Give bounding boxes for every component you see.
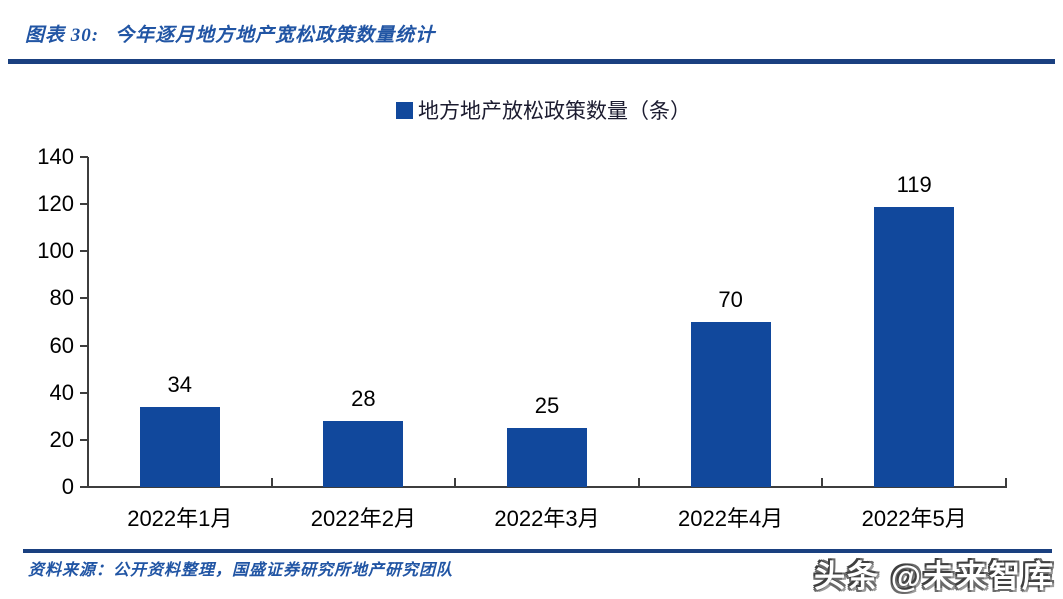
y-tick-mark (80, 391, 88, 394)
bar (139, 406, 220, 487)
y-tick-label: 60 (49, 332, 74, 358)
bar (323, 421, 404, 487)
x-tick-mark (821, 478, 824, 486)
x-tick-mark (637, 478, 640, 486)
bottom-divider-rule (23, 549, 1052, 553)
bar-value-label: 34 (167, 371, 193, 397)
y-tick-mark (80, 438, 88, 441)
x-axis-label: 2022年4月 (678, 506, 784, 531)
bar (874, 206, 955, 487)
source-note: 资料来源：公开资料整理，国盛证券研究所地产研究团队 (28, 562, 454, 579)
x-tick-mark (87, 478, 89, 486)
top-divider-rule (8, 59, 1055, 64)
bar-value-label: 70 (718, 287, 743, 312)
y-tick-mark (80, 156, 88, 158)
x-axis-label: 2022年1月 (127, 506, 233, 531)
bar-value-label: 119 (896, 171, 932, 197)
x-axis-label: 2022年3月 (494, 506, 600, 531)
legend-color-swatch (396, 101, 413, 119)
x-tick-mark (454, 478, 457, 486)
x-axis-label: 2022年5月 (861, 506, 967, 531)
bar-value-label: 25 (534, 393, 560, 419)
x-axis-label: 2022年2月 (310, 506, 416, 531)
figure-title: 今年逐月地方地产宽松政策数量统计 (115, 25, 436, 46)
y-tick-label: 80 (49, 285, 74, 311)
figure-title-row: 图表 30: 今年逐月地方地产宽松政策数量统计 (25, 20, 435, 47)
y-tick-label: 120 (37, 191, 74, 217)
bar (690, 322, 771, 487)
y-axis-line (87, 157, 89, 488)
legend-series-label: 地方地产放松政策数量（条） (418, 99, 691, 123)
x-tick-mark (1005, 478, 1007, 486)
x-tick-mark (270, 478, 273, 486)
y-tick-mark (80, 344, 88, 347)
y-tick-mark (80, 203, 88, 206)
y-tick-label: 0 (61, 474, 74, 499)
watermark-text: 头条 @未来智库 (814, 559, 1055, 594)
plot-area: 0 20 40 60 80 100 120 140 34 2022年1月 28 2022年2月 25 20… (37, 144, 1007, 531)
x-axis-line (87, 486, 1007, 488)
y-tick-label: 140 (37, 144, 74, 169)
y-tick-label: 40 (49, 379, 74, 405)
y-tick-mark (80, 250, 88, 253)
y-tick-label: 20 (49, 426, 74, 452)
chart-legend: 地方地产放松政策数量（条） (396, 95, 691, 125)
y-tick-mark (80, 486, 88, 488)
figure-number-label: 图表 30: (25, 25, 100, 46)
y-tick-label: 100 (37, 238, 74, 264)
y-tick-mark (80, 297, 88, 300)
bar-value-label: 28 (351, 386, 376, 411)
bar (507, 428, 587, 487)
